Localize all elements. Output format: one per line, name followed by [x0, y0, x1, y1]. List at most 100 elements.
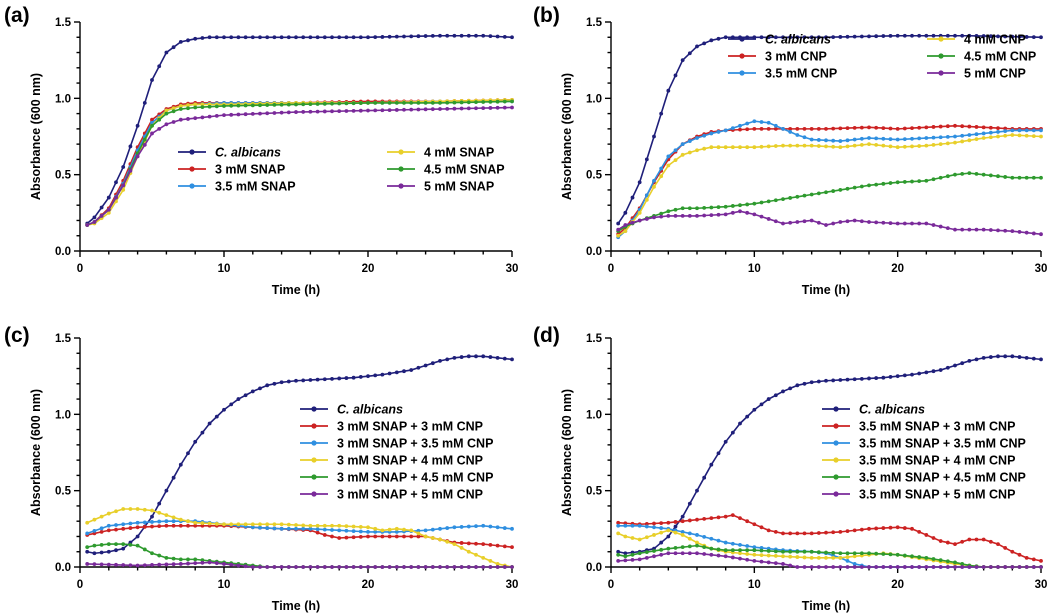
data-point [286, 379, 291, 384]
data-point [637, 180, 642, 185]
legend-item: 3.5 mM SNAP [178, 180, 296, 194]
data-point [1024, 35, 1029, 39]
data-point [967, 138, 972, 143]
data-point [680, 533, 685, 537]
data-point [366, 374, 370, 379]
data-point [874, 565, 879, 569]
data-point [838, 551, 843, 556]
data-point [680, 529, 685, 534]
data-point [773, 219, 778, 224]
data-point [652, 215, 656, 220]
data-point [510, 105, 514, 110]
data-point [709, 145, 714, 150]
data-point [258, 522, 262, 527]
legend-swatch-marker [189, 149, 195, 155]
data-point [330, 534, 334, 539]
data-point [917, 565, 922, 569]
data-point [910, 565, 914, 569]
data-point [258, 565, 262, 569]
data-point [616, 549, 621, 554]
data-point [730, 541, 735, 546]
x-axis-title: Time (h) [802, 283, 850, 297]
data-point [845, 377, 850, 382]
data-point [150, 117, 154, 122]
legend-item: C. albicans [728, 33, 831, 47]
data-point [315, 530, 320, 535]
data-point [759, 402, 764, 407]
data-point [981, 537, 986, 542]
data-point [193, 105, 198, 110]
data-point [738, 516, 742, 521]
data-point [394, 370, 399, 375]
data-point [1010, 133, 1015, 137]
data-point [802, 549, 807, 554]
data-point [931, 565, 936, 569]
legend-item: 3 mM SNAP + 4.5 mM CNP [300, 471, 493, 485]
data-point [258, 111, 262, 116]
data-point [150, 131, 154, 136]
data-point [150, 514, 154, 519]
data-point [981, 355, 986, 360]
data-point [366, 35, 370, 40]
data-point [730, 210, 735, 215]
data-point [495, 562, 500, 566]
series-a-0 [85, 33, 514, 226]
data-point [673, 524, 678, 529]
data-point [766, 126, 771, 131]
x-tick-label: 0 [77, 579, 83, 591]
data-point [745, 145, 750, 150]
data-point [1003, 175, 1008, 179]
data-point [236, 522, 241, 527]
legend-item: 4.5 mM CNP [927, 50, 1036, 64]
data-point [673, 546, 678, 550]
data-point [709, 213, 714, 218]
data-point [659, 526, 664, 530]
data-point [687, 518, 692, 523]
data-point [816, 35, 821, 40]
data-point [322, 523, 327, 528]
data-point [481, 542, 486, 546]
data-point [695, 533, 699, 537]
data-point [745, 210, 750, 215]
panel-label: (d) [533, 324, 560, 347]
data-point [809, 137, 814, 142]
data-point [207, 104, 212, 109]
legend-swatch-marker [311, 406, 317, 412]
data-point [637, 537, 642, 542]
data-point [250, 389, 255, 394]
data-point [164, 513, 169, 517]
data-point [931, 135, 936, 140]
data-point [838, 555, 843, 560]
data-point [938, 124, 943, 129]
data-point [121, 526, 126, 531]
data-point [967, 124, 972, 129]
legend-item: 3.5 mM SNAP + 4.5 mM CNP [822, 471, 1026, 485]
data-point [702, 534, 707, 539]
data-point [695, 148, 699, 153]
data-point [200, 115, 205, 120]
data-point [824, 223, 828, 227]
data-point [723, 128, 728, 133]
data-point [85, 223, 90, 227]
data-point [816, 191, 821, 196]
data-point [250, 565, 255, 569]
legend-swatch-marker [833, 457, 839, 463]
data-point [845, 126, 850, 130]
y-tick-label: 0.5 [55, 170, 72, 182]
data-point [495, 355, 500, 360]
data-point [809, 555, 814, 560]
data-point [723, 439, 728, 444]
data-point [322, 35, 327, 40]
data-point [623, 551, 628, 556]
data-point [874, 34, 879, 39]
data-point [308, 109, 313, 114]
data-point [308, 565, 313, 569]
data-point [1031, 134, 1036, 139]
data-point [831, 565, 836, 569]
data-point [759, 35, 764, 40]
data-point [938, 368, 943, 372]
data-point [738, 209, 742, 214]
legend-item: 3 mM SNAP + 3 mM CNP [300, 420, 483, 434]
data-point [150, 123, 154, 128]
data-point [452, 525, 457, 530]
